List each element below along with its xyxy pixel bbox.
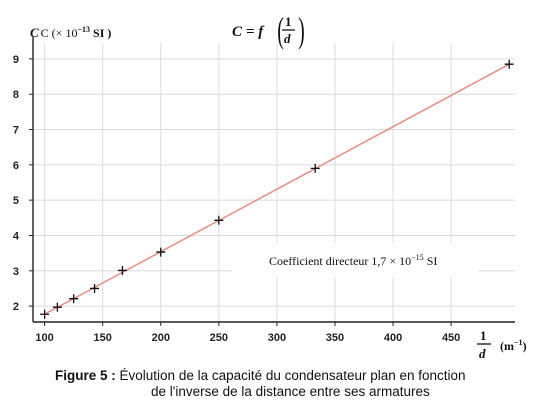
data-point <box>214 215 224 225</box>
data-point <box>117 265 127 275</box>
data-points <box>40 59 514 319</box>
x-tick-label: 300 <box>268 332 286 344</box>
x-tick-label: 400 <box>384 332 402 344</box>
x-label-den: d <box>479 346 486 361</box>
caption-line1: Évolution de la capacité du condensateur… <box>119 368 466 383</box>
data-point <box>40 309 50 319</box>
data-point <box>90 283 100 293</box>
chart-title: C = f ( 1 d ) <box>232 11 305 51</box>
figure-caption: Figure 5 : Évolution de la capacité du c… <box>55 368 525 400</box>
tick-labels: 100 150 200 250 300 350 400 450 2 3 4 5 6 7 8 9 <box>13 54 460 344</box>
title-fraction-den: d <box>284 31 291 46</box>
y-tick-label: 3 <box>13 266 19 278</box>
y-tick-label: 4 <box>13 230 20 242</box>
caption-line2: de l'inverse de la distance entre ses ar… <box>151 384 430 399</box>
data-point <box>156 247 166 257</box>
y-tick-label: 8 <box>13 89 19 101</box>
title-lhs: C <box>232 24 243 40</box>
x-tick-label: 450 <box>442 332 460 344</box>
x-tick-label: 350 <box>326 332 344 344</box>
data-point <box>52 302 62 312</box>
axes <box>29 37 515 326</box>
grid <box>33 43 515 322</box>
data-point <box>69 294 79 304</box>
y-tick-label: 7 <box>13 125 19 137</box>
title-eq: = f <box>246 24 265 40</box>
data-point <box>504 59 514 69</box>
x-tick-label: 150 <box>94 332 112 344</box>
x-tick-label: 200 <box>152 332 170 344</box>
x-label-unit: (m−1) <box>500 338 527 353</box>
title-right-paren: ) <box>298 11 305 51</box>
caption-label: Figure 5 : <box>55 368 116 383</box>
x-axis-label: 1 d (m−1) <box>477 328 527 361</box>
x-tick-label: 100 <box>35 332 53 344</box>
title-left-paren: ( <box>277 11 284 51</box>
x-tick-label: 250 <box>210 332 228 344</box>
data-point <box>310 163 320 173</box>
annotation-box <box>232 243 478 277</box>
y-tick-label: 9 <box>13 54 19 66</box>
x-label-num: 1 <box>480 328 487 343</box>
y-tick-label: 6 <box>13 160 19 172</box>
y-tick-label: 2 <box>13 301 19 313</box>
y-tick-label: 5 <box>13 195 19 207</box>
title-fraction-num: 1 <box>285 14 292 29</box>
annotation-text: Coefficient directeur 1,7 × 10−15 SI <box>269 253 437 268</box>
